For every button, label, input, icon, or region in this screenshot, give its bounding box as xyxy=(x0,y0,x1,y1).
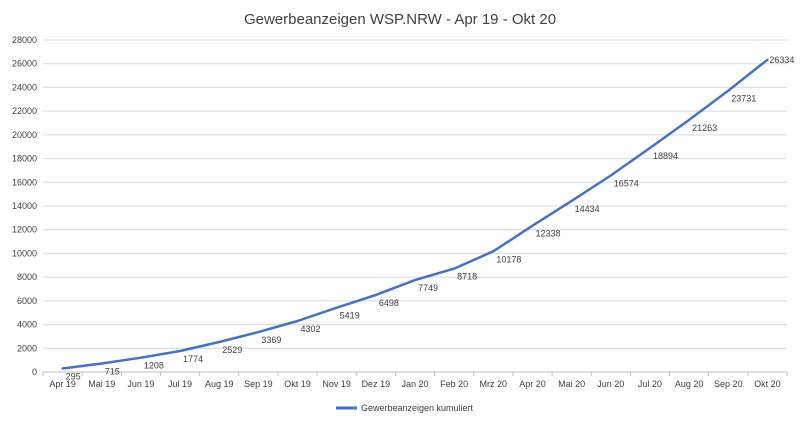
x-tick-label: Mrz 20 xyxy=(480,379,508,389)
y-tick-label: 0 xyxy=(32,367,37,377)
y-tick-label: 10000 xyxy=(12,248,37,258)
data-label: 26334 xyxy=(769,55,794,65)
x-tick-label: Sep 20 xyxy=(714,379,743,389)
data-label: 16574 xyxy=(614,178,639,188)
y-tick-label: 2000 xyxy=(17,343,37,353)
y-tick-label: 22000 xyxy=(12,106,37,116)
x-tick-label: Sep 19 xyxy=(244,379,273,389)
data-label: 8718 xyxy=(457,272,477,282)
x-tick-label: Aug 19 xyxy=(205,379,234,389)
data-label: 1774 xyxy=(183,354,203,364)
x-tick-label: Jun 20 xyxy=(597,379,624,389)
data-label: 715 xyxy=(105,367,120,377)
x-tick-label: Jan 20 xyxy=(401,379,428,389)
x-tick-label: Apr 20 xyxy=(519,379,546,389)
series-line xyxy=(61,58,769,370)
data-label: 295 xyxy=(66,372,81,382)
y-tick-label: 26000 xyxy=(12,59,37,69)
x-tick-label: Dez 19 xyxy=(362,379,391,389)
x-tick-label: Aug 20 xyxy=(675,379,704,389)
y-tick-label: 24000 xyxy=(12,82,37,92)
legend-label: Gewerbeanzeigen kumuliert xyxy=(361,403,474,413)
chart-title: Gewerbeanzeigen WSP.NRW - Apr 19 - Okt 2… xyxy=(244,11,556,28)
data-label: 14434 xyxy=(575,204,600,214)
y-axis-tick-labels: 0 2000 4000 6000 8000 10000 12000 14000 16000 180… xyxy=(12,35,37,377)
data-label: 1208 xyxy=(144,361,164,371)
data-label: 18894 xyxy=(653,151,678,161)
data-labels: 295 715 1208 1774 2529 3369 4302 5419 6498 7749 87… xyxy=(66,55,795,382)
y-tick-label: 16000 xyxy=(12,177,37,187)
x-tick-label: Jul 19 xyxy=(168,379,192,389)
data-label: 6498 xyxy=(379,298,399,308)
data-label: 12338 xyxy=(535,229,560,239)
data-label: 10178 xyxy=(496,254,521,264)
y-tick-label: 28000 xyxy=(12,35,37,45)
legend: Gewerbeanzeigen kumuliert xyxy=(336,403,474,413)
x-tick-label: Jun 19 xyxy=(127,379,154,389)
data-label: 4302 xyxy=(301,324,321,334)
gridlines xyxy=(43,39,787,349)
data-label: 7749 xyxy=(418,283,438,293)
series-layer xyxy=(61,58,769,370)
data-label: 2529 xyxy=(222,345,242,355)
x-tick-label: Apr 19 xyxy=(49,379,76,389)
y-tick-label: 14000 xyxy=(12,201,37,211)
y-tick-label: 6000 xyxy=(17,296,37,306)
x-tick-label: Mai 19 xyxy=(88,379,115,389)
x-tick-label: Okt 20 xyxy=(754,379,781,389)
data-label: 23731 xyxy=(731,94,756,104)
data-label: 5419 xyxy=(340,311,360,321)
x-tick-label: Mai 20 xyxy=(558,379,585,389)
y-tick-label: 12000 xyxy=(12,225,37,235)
y-tick-label: 18000 xyxy=(12,154,37,164)
data-label: 21263 xyxy=(692,123,717,133)
x-tick-label: Jul 20 xyxy=(638,379,662,389)
x-tick-label: Okt 19 xyxy=(284,379,311,389)
x-axis-tick-labels: Apr 19 Mai 19 Jun 19 Jul 19 Aug 19 Sep 19 Okt … xyxy=(42,372,788,389)
x-tick-label: Feb 20 xyxy=(440,379,468,389)
y-tick-label: 20000 xyxy=(12,130,37,140)
y-tick-label: 8000 xyxy=(17,272,37,282)
y-tick-label: 4000 xyxy=(17,320,37,330)
x-tick-label: Nov 19 xyxy=(322,379,351,389)
data-label: 3369 xyxy=(261,335,281,345)
